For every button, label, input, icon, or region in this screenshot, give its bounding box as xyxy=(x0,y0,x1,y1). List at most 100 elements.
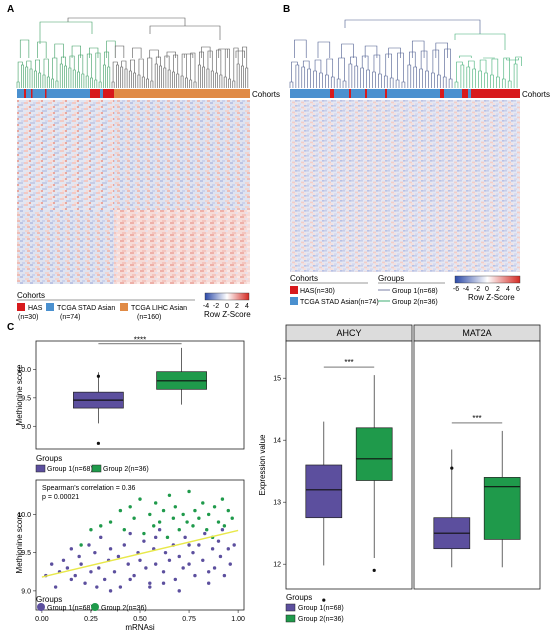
panel-b: B Cohorts Cohorts HAS(n=30) TCGA STAD xyxy=(283,4,550,306)
legend-b-group2: Group 2(n=36) xyxy=(392,299,438,306)
scatter-point-group-1 xyxy=(116,554,121,559)
scatter-point-group-1 xyxy=(216,539,221,543)
methionine-box-ytick-label: 9.0 xyxy=(21,424,31,431)
methionine-box-marks: **** xyxy=(73,335,207,445)
cohort-bar-b-has-6 xyxy=(462,89,520,98)
scatter-point-group-1 xyxy=(77,554,81,559)
methionine-box-legend-swatch-1 xyxy=(35,464,46,473)
cohort-bar-b-has-3 xyxy=(365,89,367,98)
scatter-frame xyxy=(35,479,245,611)
scatter-point-group-1 xyxy=(222,573,227,578)
scatter-point-group-1 xyxy=(108,547,113,551)
scatter-point-group-2 xyxy=(153,501,158,505)
scatter-point-group-1 xyxy=(193,573,197,578)
colorkey-b-tick: 2 xyxy=(496,286,500,293)
cohort-bar-has-1 xyxy=(24,89,26,98)
scatter-legend-dot-1 xyxy=(37,603,45,611)
scatter-point-group-1 xyxy=(153,562,158,566)
scatter-point-group-1 xyxy=(181,566,185,570)
box-group-1 xyxy=(305,464,343,519)
expression-legend-group1: Group 1(n=68) xyxy=(298,605,344,612)
panel-b-cohort-bar: Cohorts xyxy=(290,89,550,99)
scatter-point-group-1 xyxy=(226,547,231,551)
methionine-scatter: Methionine score mRNAsi Spearman's corre… xyxy=(15,479,245,632)
dendro-grey-top xyxy=(149,25,221,40)
legend-b-stad: TCGA STAD Asian(n=74) xyxy=(300,299,379,306)
colorkey-a-label: Row Z-Score xyxy=(204,310,251,319)
legend-b-swatch-has xyxy=(290,286,298,294)
scatter-point-group-2 xyxy=(205,528,209,532)
scatter-point-group-2 xyxy=(216,520,221,524)
methionine-box-legend-group1: Group 1(n=68) xyxy=(47,466,93,473)
scatter-point-group-2 xyxy=(201,501,205,505)
dendro-green-top xyxy=(39,21,93,44)
scatter-point-group-2 xyxy=(167,493,172,497)
facet-ahcy-frame xyxy=(285,340,413,590)
dendro-b-root xyxy=(344,19,481,34)
scatter-point-group-1 xyxy=(126,562,130,566)
panel-a-letter: A xyxy=(7,4,14,15)
scatter-axes: 9.0 9.5 10.0 0.00 0.25 0.50 0.75 1.00 xyxy=(17,512,245,623)
expression-ytick-label: 15 xyxy=(273,376,281,383)
expression-yaxis: 12 13 14 15 xyxy=(273,376,286,569)
scatter-point-group-2 xyxy=(187,489,191,494)
scatter-xlabel: mRNAsi xyxy=(125,623,155,632)
heatmap-a-upper-right xyxy=(114,100,250,210)
scatter-point-group-2 xyxy=(161,508,166,513)
panel-c-letter: C xyxy=(7,322,14,333)
colorkey-b-label: Row Z-Score xyxy=(468,293,515,302)
legend-b-swatch-stad xyxy=(290,297,298,305)
scatter-point-group-1 xyxy=(79,562,83,566)
colorkey-b-tick: 6 xyxy=(516,286,520,293)
scatter-point-group-1 xyxy=(163,550,168,555)
scatter-point-group-1 xyxy=(148,581,152,585)
methionine-box-yaxis: 9.0 9.5 10.0 xyxy=(17,367,36,431)
legend-a-stad: TCGA STAD Asian xyxy=(57,305,115,312)
colorkey-a-tick: 4 xyxy=(245,303,249,310)
methionine-box-ytick-label: 9.5 xyxy=(21,395,31,402)
scatter-xtick-label: 0.50 xyxy=(133,616,147,623)
scatter-point-group-1 xyxy=(187,562,191,566)
methionine-boxplot: Methionine score 9.09.510.0 **** Groups … xyxy=(15,335,245,473)
scatter-point-group-1 xyxy=(112,570,117,574)
box-group-2 xyxy=(483,477,521,540)
cohort-bar-b-stad xyxy=(290,89,520,98)
scatter-point-group-1 xyxy=(128,531,132,536)
scatter-point-group-1 xyxy=(153,535,158,540)
panel-a: A Cohorts Cohorts xyxy=(7,4,280,321)
colorkey-b-tick: -4 xyxy=(463,286,469,293)
methionine-box-significance: **** xyxy=(134,335,146,344)
scatter-ytick-label: 9.5 xyxy=(21,550,31,557)
scatter-xtick-label: 0.00 xyxy=(35,616,49,623)
scatter-point-group-1 xyxy=(87,543,91,547)
scatter-point-group-1 xyxy=(49,562,54,566)
cohort-bar-has-2 xyxy=(31,89,33,98)
scatter-point-group-1 xyxy=(210,547,215,551)
scatter-point-group-1 xyxy=(187,543,191,547)
dendro-b-green-top xyxy=(454,33,506,50)
scatter-marks xyxy=(41,489,239,593)
scatter-point-group-1 xyxy=(95,585,99,589)
scatter-fit-line xyxy=(41,529,239,578)
expression-ylabel: Expression value xyxy=(258,434,267,495)
colorkey-b-bar xyxy=(454,275,521,284)
panel-a-dendrogram xyxy=(16,17,249,88)
scatter-point-group-2 xyxy=(193,508,197,513)
scatter-point-group-1 xyxy=(83,581,87,585)
panel-b-legend-groups: Groups Group 1(n=68) Group 2(n=36) xyxy=(378,274,445,306)
scatter-point-group-1 xyxy=(138,558,142,562)
scatter-xtick-label: 0.75 xyxy=(182,616,196,623)
scatter-point-group-1 xyxy=(183,535,187,540)
panel-b-legend-cohorts: Cohorts HAS(n=30) TCGA STAD Asian(n=74) xyxy=(290,274,379,306)
box-outlier xyxy=(450,466,454,470)
scatter-point-group-2 xyxy=(165,535,170,540)
legend-b-cohorts-title: Cohorts xyxy=(290,274,318,283)
panel-a-colorkey: -4 -2 0 2 4 Row Z-Score xyxy=(203,292,251,319)
scatter-point-group-2 xyxy=(132,516,136,520)
scatter-point-group-1 xyxy=(69,577,74,582)
cohort-bar-b-stad-2 xyxy=(468,89,471,98)
box-outlier xyxy=(96,441,100,445)
cohort-bar-b-has-4 xyxy=(385,89,387,98)
dendro-grey-branches xyxy=(111,45,249,88)
